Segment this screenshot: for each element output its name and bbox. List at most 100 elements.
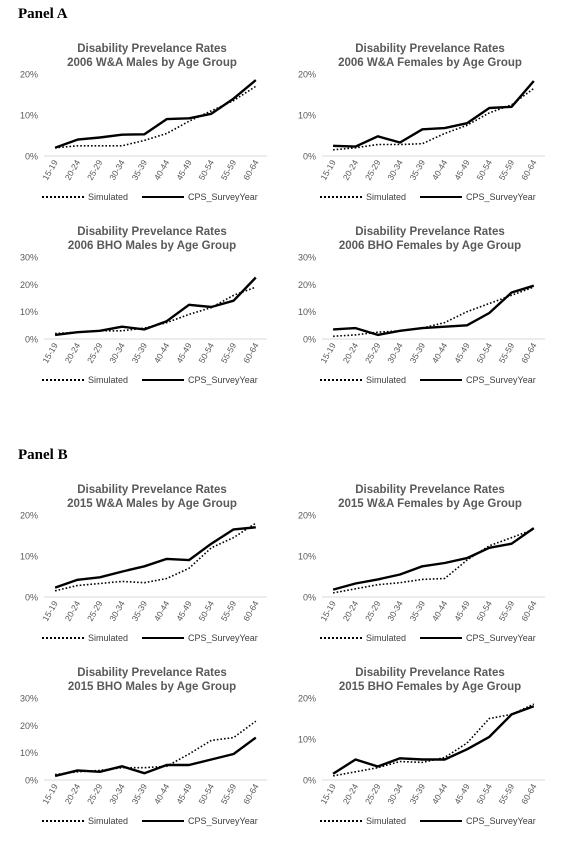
x-tick-label: 45-49 [174, 341, 194, 365]
x-tick-label: 15-19 [318, 341, 338, 365]
panel-b-label: Panel B [18, 447, 68, 463]
x-tick-label: 60-64 [519, 782, 539, 806]
series-line-simulated [55, 720, 257, 776]
x-tick-label: 30-34 [385, 341, 405, 365]
y-tick-label: 20% [298, 694, 316, 704]
series-line-simulated [55, 85, 257, 149]
legend-label-cps: CPS_SurveyYear [188, 375, 258, 385]
solid-line-swatch [142, 637, 184, 639]
y-tick-label: 10% [298, 552, 316, 562]
series-line-cps [332, 527, 535, 591]
series-line-simulated [54, 522, 257, 592]
legend-label-simulated: Simulated [366, 633, 407, 643]
legend-label-cps: CPS_SurveyYear [466, 192, 536, 202]
y-tick-label: 10% [20, 111, 38, 121]
legend-item-cps: CPS_SurveyYear [420, 633, 536, 643]
legend-item-simulated: Simulated [320, 375, 406, 385]
solid-line-swatch [420, 820, 462, 822]
x-tick-label: 60-64 [519, 599, 539, 623]
chart-2006-wa-females: Disability Prevelance Rates 2006 W&A Fema… [290, 42, 560, 202]
x-tick-label: 45-49 [452, 158, 472, 182]
dotted-line-swatch [320, 196, 362, 198]
y-tick-label: 0% [25, 593, 38, 603]
chart-2015-wa-males: Disability Prevelance Rates 2015 W&A Male… [12, 483, 282, 643]
x-tick-label: 50-54 [196, 599, 216, 623]
series-line-cps [54, 526, 256, 589]
y-tick-label: 30% [20, 694, 38, 704]
chart-title-line1: Disability Prevelance Rates [355, 667, 505, 679]
series-line-simulated [332, 703, 535, 777]
x-tick-label: 45-49 [174, 158, 194, 182]
series-line-simulated [333, 87, 535, 151]
y-tick-label: 30% [20, 253, 38, 263]
series-line-cps [54, 276, 257, 337]
x-tick-label: 20-24 [341, 158, 361, 182]
y-tick-label: 0% [25, 335, 38, 345]
chart-legend: Simulated CPS_SurveyYear [290, 633, 560, 647]
legend-item-simulated: Simulated [42, 375, 128, 385]
dotted-line-swatch [42, 379, 84, 381]
x-tick-label: 20-24 [341, 341, 361, 365]
legend-label-cps: CPS_SurveyYear [188, 816, 258, 826]
legend-label-simulated: Simulated [366, 816, 407, 826]
y-tick-label: 20% [298, 511, 316, 521]
x-tick-label: 25-29 [85, 158, 105, 182]
legend-label-simulated: Simulated [88, 192, 129, 202]
x-tick-label: 50-54 [196, 158, 216, 182]
chart-title-line2: 2006 BHO Males by Age Group [67, 240, 237, 252]
x-tick-label: 40-44 [430, 341, 450, 365]
x-tick-label: 55-59 [497, 599, 517, 623]
x-tick-label: 25-29 [85, 599, 105, 623]
x-tick-label: 35-39 [408, 158, 428, 182]
x-tick-label: 25-29 [85, 341, 105, 365]
solid-line-swatch [420, 637, 462, 639]
panel-a-label: Panel A [18, 6, 68, 22]
y-tick-label: 20% [20, 70, 38, 80]
y-tick-label: 20% [20, 280, 38, 290]
chart-svg: 0% 10% 20% 15-19 20-24 25-29 30-34 35-39 40-44 45… [298, 694, 545, 806]
chart-legend: Simulated CPS_SurveyYear [12, 816, 282, 830]
x-tick-label: 25-29 [363, 782, 383, 806]
x-tick-label: 15-19 [318, 599, 338, 623]
x-tick-label: 60-64 [241, 341, 261, 365]
y-tick-label: 20% [298, 280, 316, 290]
x-tick-label: 35-39 [408, 341, 428, 365]
x-tick-label: 45-49 [452, 341, 472, 365]
legend-label-simulated: Simulated [88, 375, 129, 385]
dotted-line-swatch [42, 820, 84, 822]
x-tick-label: 25-29 [363, 599, 383, 623]
x-tick-label: 25-29 [85, 782, 105, 806]
x-tick-label: 50-54 [196, 341, 216, 365]
series-line-cps [333, 80, 535, 148]
x-tick-label: 55-59 [497, 341, 517, 365]
series-line-cps [54, 79, 257, 149]
x-tick-label: 20-24 [341, 599, 361, 623]
chart-2006-bho-males: Disability Prevelance Rates 2006 BHO Male… [12, 225, 282, 385]
y-tick-label: 10% [298, 307, 316, 317]
chart-2006-bho-females: Disability Prevelance Rates 2006 BHO Fema… [290, 225, 560, 385]
x-tick-label: 55-59 [497, 158, 517, 182]
x-tick-label: 25-29 [363, 341, 383, 365]
chart-2015-wa-females: Disability Prevelance Rates 2015 W&A Fema… [290, 483, 560, 643]
x-tick-label: 40-44 [430, 158, 450, 182]
x-tick-label: 15-19 [318, 158, 338, 182]
solid-line-swatch [142, 820, 184, 822]
y-tick-label: 0% [303, 335, 316, 345]
x-tick-label: 15-19 [40, 158, 60, 182]
y-tick-label: 20% [298, 70, 316, 80]
chart-title-line2: 2006 BHO Females by Age Group [338, 240, 522, 252]
legend-label-cps: CPS_SurveyYear [188, 633, 258, 643]
x-tick-label: 30-34 [107, 599, 127, 623]
x-tick-label: 55-59 [219, 341, 239, 365]
y-tick-label: 0% [25, 152, 38, 162]
chart-legend: Simulated CPS_SurveyYear [12, 192, 282, 206]
chart-legend: Simulated CPS_SurveyYear [290, 192, 560, 206]
x-tick-label: 45-49 [174, 782, 194, 806]
chart-svg: 0% 10% 20% 15-19 20-24 25-29 30-34 35-39 40-44 45… [298, 511, 545, 623]
x-tick-label: 60-64 [519, 341, 539, 365]
chart-title-line2: 2015 BHO Males by Age Group [67, 681, 237, 693]
y-tick-label: 30% [298, 253, 316, 263]
chart-legend: Simulated CPS_SurveyYear [12, 375, 282, 389]
x-tick-label: 30-34 [385, 158, 405, 182]
x-tick-label: 60-64 [241, 599, 261, 623]
